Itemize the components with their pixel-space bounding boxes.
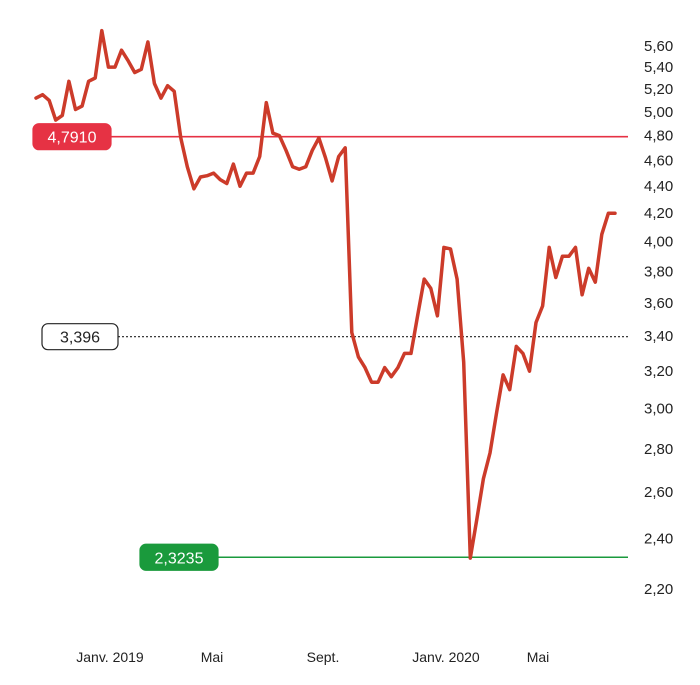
y-tick-label: 4,20 bbox=[644, 205, 673, 222]
y-tick-label: 5,40 bbox=[644, 59, 673, 76]
y-tick-label: 4,00 bbox=[644, 234, 673, 251]
x-tick-label: Mai bbox=[201, 649, 224, 665]
y-tick-label: 5,60 bbox=[644, 38, 673, 55]
y-tick-label: 4,40 bbox=[644, 178, 673, 195]
series-line bbox=[34, 28, 617, 560]
y-axis-labels: 2,20 2,40 2,60 2,80 3,00 3,20 3,40 3,60 3,80 4,00… bbox=[644, 38, 673, 598]
x-tick-label: Janv. 2019 bbox=[76, 649, 144, 665]
y-tick-label: 2,60 bbox=[644, 484, 673, 501]
reference-badge bbox=[32, 123, 112, 151]
x-axis-labels: Janv. 2019 Mai Sept. Janv. 2020 Mai bbox=[76, 649, 549, 665]
reference-badge-label: 2,3235 bbox=[155, 550, 204, 567]
x-tick-label: Sept. bbox=[307, 649, 340, 665]
y-tick-label: 4,80 bbox=[644, 128, 673, 145]
y-tick-label: 3,60 bbox=[644, 295, 673, 312]
y-tick-label: 2,40 bbox=[644, 530, 673, 547]
y-tick-label: 3,80 bbox=[644, 263, 673, 280]
y-tick-label: 2,80 bbox=[644, 441, 673, 458]
y-tick-label: 4,60 bbox=[644, 152, 673, 169]
y-tick-label: 2,20 bbox=[644, 581, 673, 598]
y-tick-label: 3,20 bbox=[644, 363, 673, 380]
price-series bbox=[34, 28, 617, 560]
reference-badge-label: 4,7910 bbox=[48, 130, 97, 147]
y-tick-label: 5,00 bbox=[644, 104, 673, 121]
reference-badge bbox=[41, 323, 119, 351]
y-tick-label: 5,20 bbox=[644, 81, 673, 98]
reference-lines bbox=[111, 135, 628, 559]
y-tick-label: 3,00 bbox=[644, 401, 673, 418]
x-tick-label: Janv. 2020 bbox=[412, 649, 480, 665]
x-tick-label: Mai bbox=[527, 649, 550, 665]
reference-badge-label: 3,396 bbox=[60, 330, 100, 347]
reference-badge bbox=[139, 543, 219, 571]
reference-badges: 4,7910 3,396 2,3235 bbox=[32, 123, 219, 571]
y-tick-label: 3,40 bbox=[644, 328, 673, 345]
